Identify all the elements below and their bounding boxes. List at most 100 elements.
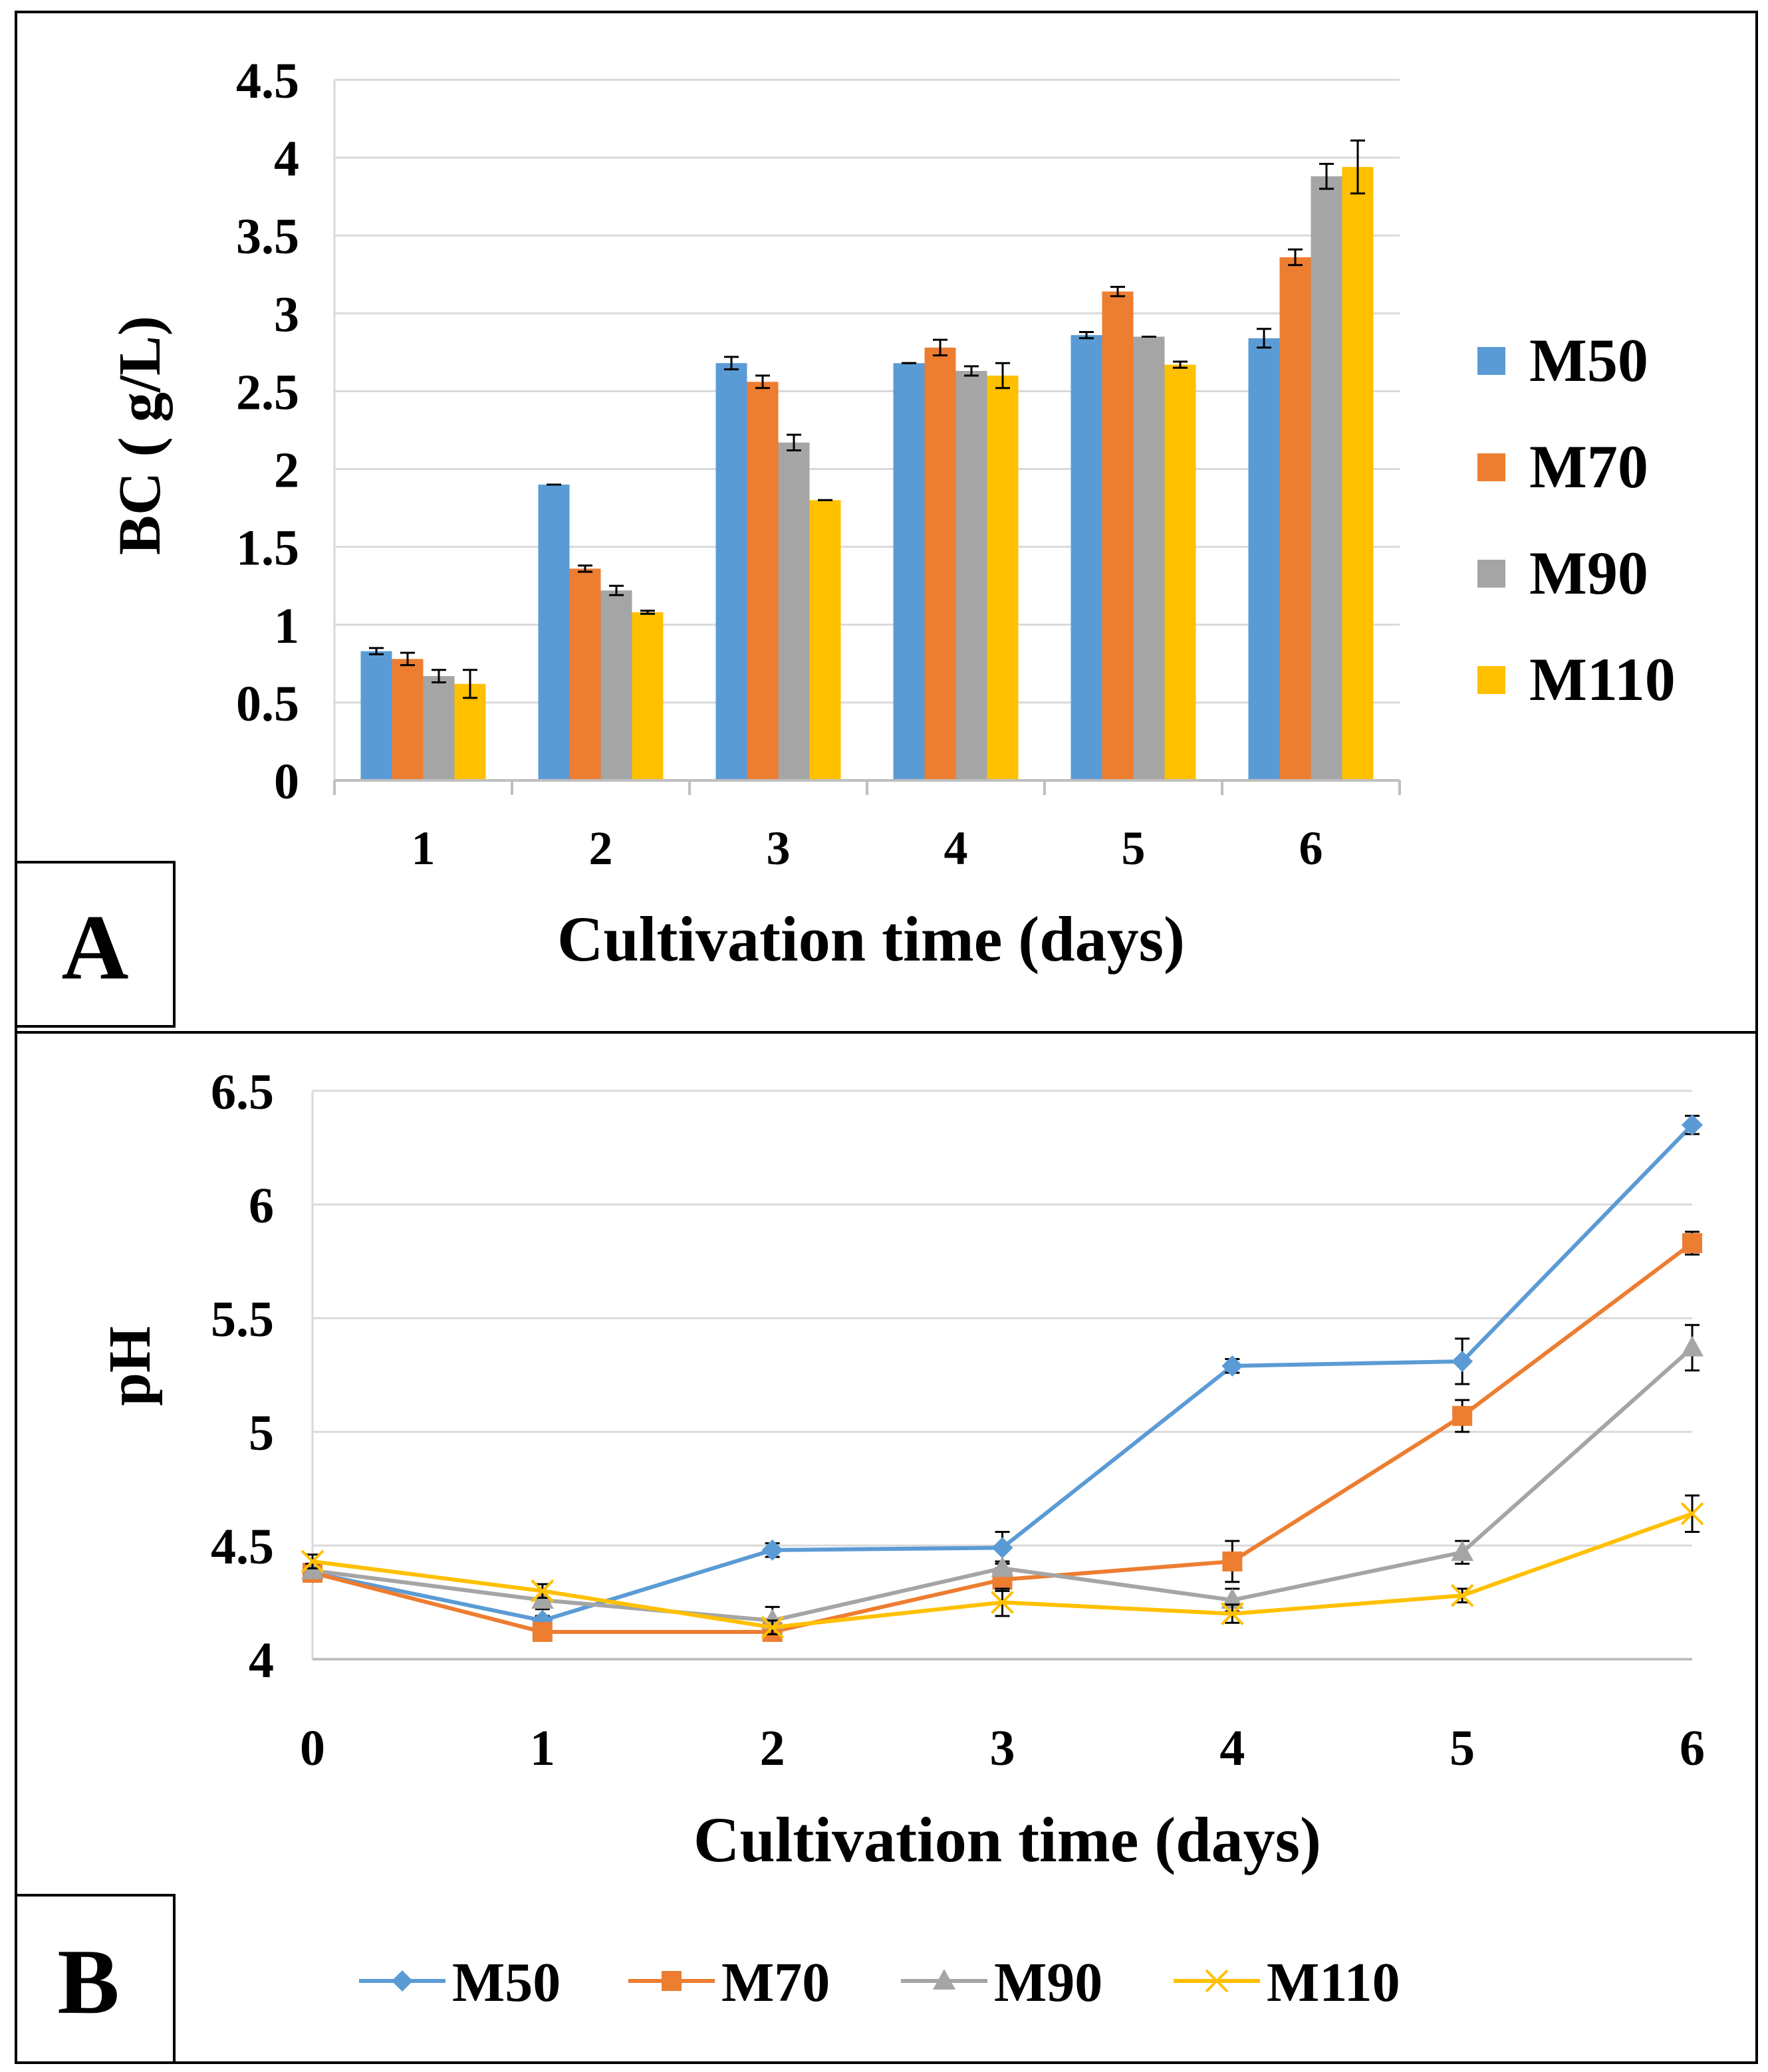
- bar-m90: [778, 442, 810, 780]
- bar-m110: [632, 612, 664, 780]
- legend-label: M70: [721, 1952, 830, 2014]
- panel-b-label: B: [57, 1930, 119, 2033]
- series-m70: [303, 1230, 1702, 1642]
- line-chart-x-axis-title: Cultivation time (days): [694, 1804, 1321, 1875]
- panel-a-label: A: [61, 896, 128, 999]
- data-point-m110: [1450, 1583, 1474, 1607]
- legend-marker-m110: [1205, 1969, 1229, 1993]
- x-tick-label: 5: [1450, 1720, 1475, 1776]
- bar-m90: [1311, 176, 1342, 780]
- data-point-m50: [1682, 1114, 1703, 1136]
- data-point-m90: [991, 1556, 1014, 1577]
- bar-m110: [809, 500, 841, 780]
- bar-chart-x-axis-title: Cultivation time (days): [557, 903, 1185, 975]
- y-tick-label: 5: [249, 1405, 274, 1461]
- data-point-m90: [1221, 1588, 1244, 1609]
- line-chart-x-tick-labels: 0 1 2 3 4 5 6: [300, 1720, 1705, 1776]
- line-chart-y-tick-labels: 4 4.5 5 5.5 6 6.5: [211, 1064, 274, 1688]
- bar-m110: [1342, 167, 1374, 781]
- bar-m110: [987, 376, 1019, 780]
- y-tick-label: 4: [249, 1633, 274, 1688]
- bar-m50: [1071, 335, 1102, 780]
- line-chart-y-axis-title: pH: [97, 1326, 163, 1406]
- panel-a-label-box: [15, 861, 176, 1028]
- data-point-m70: [1222, 1551, 1243, 1571]
- y-tick-label: 2.5: [236, 364, 299, 420]
- legend-label: M50: [1529, 326, 1648, 394]
- x-tick-label: 5: [1122, 822, 1146, 875]
- y-tick-label: 1: [274, 598, 299, 654]
- line-chart-legend: M50 M70 M90 M110: [359, 1952, 1400, 2014]
- legend-marker-m90: [933, 1969, 955, 1990]
- data-point-m50: [991, 1537, 1013, 1559]
- bar-m110: [1164, 364, 1196, 780]
- legend-label: M110: [1529, 645, 1676, 713]
- data-point-m110: [991, 1591, 1014, 1614]
- bar-m70: [747, 382, 779, 780]
- data-point-m90: [1681, 1335, 1704, 1357]
- bar-m50: [360, 651, 392, 780]
- x-marker-stroke: [301, 1550, 324, 1573]
- legend-swatch-m50: [1477, 347, 1505, 375]
- bar-m70: [569, 568, 601, 780]
- bar-m50: [715, 363, 747, 780]
- bar-m70: [1279, 257, 1311, 781]
- x-tick-label: 6: [1299, 822, 1323, 875]
- bar-m70: [392, 659, 424, 780]
- panel-b-label-box: [15, 1894, 176, 2064]
- bar-m70: [1102, 291, 1134, 780]
- bar-m90: [1133, 336, 1165, 780]
- y-tick-label: 3.5: [236, 209, 299, 265]
- x-marker-stroke: [761, 1615, 785, 1639]
- y-tick-label: 0.5: [236, 676, 299, 732]
- data-point-m70: [532, 1621, 553, 1642]
- y-tick-label: 6: [249, 1178, 274, 1234]
- legend-marker-m70: [662, 1971, 682, 1991]
- bar-m70: [924, 347, 956, 780]
- legend-swatch-m110: [1477, 666, 1505, 694]
- data-point-m110: [761, 1615, 785, 1639]
- data-point-m50: [1221, 1355, 1243, 1377]
- x-tick-label: 1: [530, 1720, 555, 1776]
- bar-chart-x-tick-labels: 1 2 3 4 5 6: [412, 822, 1323, 875]
- legend-label: M90: [1529, 539, 1648, 607]
- bar-m50: [538, 484, 570, 780]
- data-point-m110: [1680, 1502, 1704, 1526]
- panel-b: 4 4.5 5 5.5 6 6.5 0 1 2 3 4 5 6 pH Cultivation time…: [15, 1064, 1705, 2064]
- bar-m90: [955, 370, 987, 780]
- data-point-m90: [761, 1608, 784, 1629]
- legend-label: M90: [994, 1952, 1102, 2014]
- y-tick-label: 4.5: [236, 53, 299, 109]
- bar-m50: [1248, 338, 1280, 780]
- legend-label: M110: [1267, 1952, 1400, 2014]
- data-point-m110: [301, 1550, 324, 1573]
- data-point-m110: [531, 1579, 555, 1603]
- line-chart-series: [301, 1114, 1704, 1642]
- data-point-m70: [1682, 1233, 1702, 1254]
- x-tick-label: 0: [300, 1720, 325, 1776]
- data-point-m50: [761, 1539, 783, 1561]
- bar-chart-y-tick-labels: 0 0.5 1 1.5 2 2.5 3 3.5 4 4.5: [236, 53, 299, 810]
- y-tick-label: 1.5: [236, 520, 299, 576]
- bar-chart-y-axis-title: BC ( g/L): [107, 316, 173, 555]
- x-tick-label: 4: [1219, 1720, 1245, 1776]
- bar-chart-gridlines: [334, 78, 1400, 704]
- x-tick-label: 3: [767, 822, 791, 875]
- data-point-m70: [1452, 1406, 1473, 1427]
- bar-chart-bars: [360, 139, 1374, 781]
- bar-chart-axes: [333, 80, 1401, 795]
- x-tick-label: 1: [412, 822, 436, 875]
- x-tick-label: 6: [1680, 1720, 1705, 1776]
- legend-label: M50: [452, 1952, 561, 2014]
- y-tick-label: 4: [274, 131, 299, 187]
- y-tick-label: 3: [274, 287, 299, 342]
- x-marker-stroke: [1220, 1602, 1244, 1626]
- x-marker-stroke: [1205, 1969, 1229, 1993]
- bar-m110: [454, 683, 486, 780]
- y-tick-label: 2: [274, 443, 299, 499]
- y-tick-label: 4.5: [211, 1519, 274, 1575]
- legend-label: M70: [1529, 433, 1648, 501]
- series-m50: [302, 1114, 1703, 1631]
- x-tick-label: 4: [944, 822, 968, 875]
